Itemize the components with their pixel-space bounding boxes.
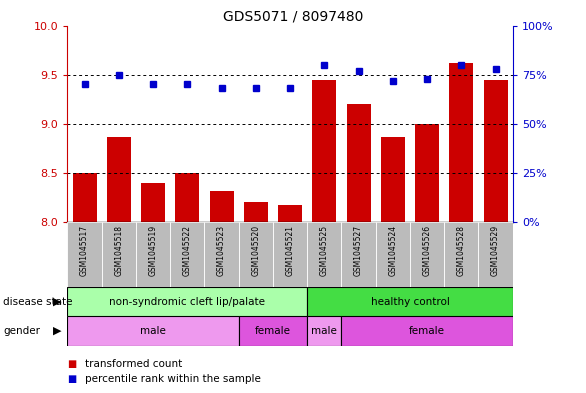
Bar [307, 316, 342, 346]
Bar [342, 316, 513, 346]
Bar [449, 63, 473, 222]
Text: non-syndromic cleft lip/palate: non-syndromic cleft lip/palate [110, 297, 265, 307]
Bar [346, 104, 370, 222]
Bar [444, 222, 479, 287]
Text: GSM1045526: GSM1045526 [423, 225, 432, 276]
Text: GSM1045525: GSM1045525 [320, 225, 329, 276]
Bar [278, 205, 302, 222]
Text: GSM1045518: GSM1045518 [114, 225, 123, 275]
Bar [483, 79, 507, 222]
Text: ▶: ▶ [53, 297, 62, 307]
Bar [239, 316, 307, 346]
Bar [101, 222, 136, 287]
Text: GSM1045519: GSM1045519 [148, 225, 158, 276]
Text: GSM1045520: GSM1045520 [251, 225, 260, 276]
Bar [381, 136, 405, 222]
Bar [141, 183, 165, 222]
Text: ▶: ▶ [53, 326, 62, 336]
Bar [307, 287, 513, 316]
Bar [107, 136, 131, 222]
Bar [170, 222, 205, 287]
Bar [342, 222, 376, 287]
Text: disease state: disease state [3, 297, 73, 307]
Text: healthy control: healthy control [370, 297, 449, 307]
Bar [210, 191, 234, 222]
Text: female: female [255, 326, 291, 336]
Bar [73, 173, 97, 222]
Text: GSM1045528: GSM1045528 [457, 225, 466, 275]
Bar [479, 222, 513, 287]
Text: GDS5071 / 8097480: GDS5071 / 8097480 [223, 10, 363, 24]
Bar [67, 287, 307, 316]
Text: GSM1045522: GSM1045522 [183, 225, 192, 275]
Bar [410, 222, 444, 287]
Bar [67, 316, 239, 346]
Text: ■: ■ [67, 358, 77, 369]
Bar [376, 222, 410, 287]
Text: gender: gender [3, 326, 40, 336]
Bar [205, 222, 239, 287]
Bar [239, 222, 273, 287]
Bar [415, 124, 439, 222]
Text: ■: ■ [67, 374, 77, 384]
Text: male: male [140, 326, 166, 336]
Text: transformed count: transformed count [85, 358, 182, 369]
Text: female: female [409, 326, 445, 336]
Bar [244, 202, 268, 222]
Bar [312, 79, 336, 222]
Bar [136, 222, 170, 287]
Text: GSM1045527: GSM1045527 [354, 225, 363, 276]
Bar [67, 222, 101, 287]
Text: male: male [311, 326, 338, 336]
Bar [175, 173, 199, 222]
Bar [307, 222, 342, 287]
Text: GSM1045517: GSM1045517 [80, 225, 89, 276]
Text: GSM1045521: GSM1045521 [285, 225, 295, 275]
Bar [273, 222, 307, 287]
Text: GSM1045529: GSM1045529 [491, 225, 500, 276]
Text: percentile rank within the sample: percentile rank within the sample [85, 374, 261, 384]
Text: GSM1045523: GSM1045523 [217, 225, 226, 276]
Text: GSM1045524: GSM1045524 [389, 225, 397, 276]
